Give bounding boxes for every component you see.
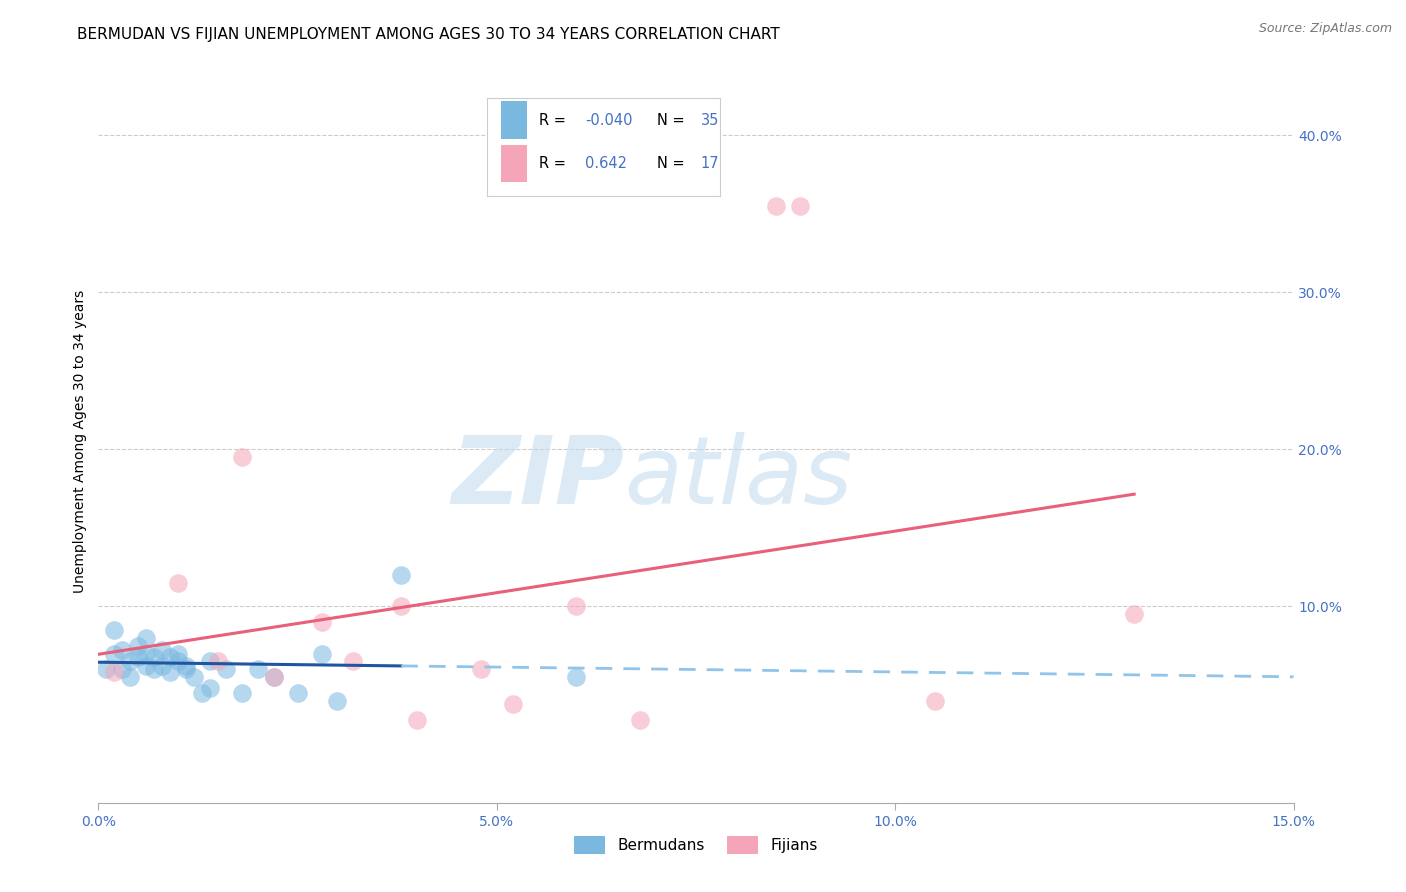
Point	[198, 681, 221, 695]
Point	[406, 713, 429, 727]
Point	[143, 649, 166, 664]
Point	[150, 659, 173, 673]
Point	[183, 670, 205, 684]
Point	[287, 686, 309, 700]
Point	[502, 697, 524, 711]
Point	[159, 665, 181, 680]
Point	[470, 662, 492, 676]
Point	[127, 649, 149, 664]
Point	[159, 649, 181, 664]
Point	[120, 670, 142, 684]
Bar	[501, 101, 527, 139]
Bar	[501, 145, 527, 182]
Point	[311, 615, 333, 630]
Point	[150, 643, 173, 657]
Point	[1123, 607, 1146, 622]
Point	[191, 686, 214, 700]
Text: N =: N =	[657, 156, 689, 171]
Point	[789, 199, 811, 213]
Point	[127, 639, 149, 653]
Point	[167, 655, 190, 669]
Text: BERMUDAN VS FIJIAN UNEMPLOYMENT AMONG AGES 30 TO 34 YEARS CORRELATION CHART: BERMUDAN VS FIJIAN UNEMPLOYMENT AMONG AG…	[77, 27, 780, 42]
Point	[167, 647, 190, 661]
Text: 0.642: 0.642	[585, 156, 627, 171]
Point	[389, 568, 412, 582]
Point	[342, 655, 364, 669]
Point	[111, 643, 134, 657]
Text: atlas: atlas	[624, 432, 852, 524]
Point	[174, 659, 197, 673]
Text: Source: ZipAtlas.com: Source: ZipAtlas.com	[1258, 22, 1392, 36]
Point	[924, 694, 946, 708]
Point	[174, 662, 197, 676]
Point	[207, 655, 229, 669]
Text: ZIP: ZIP	[451, 432, 624, 524]
Point	[389, 599, 412, 614]
Point	[111, 662, 134, 676]
Y-axis label: Unemployment Among Ages 30 to 34 years: Unemployment Among Ages 30 to 34 years	[73, 290, 87, 593]
Text: R =: R =	[540, 112, 571, 128]
Point	[215, 662, 238, 676]
Point	[565, 599, 588, 614]
Point	[143, 662, 166, 676]
Point	[263, 670, 285, 684]
Point	[96, 662, 118, 676]
Point	[103, 647, 125, 661]
Point	[263, 670, 285, 684]
Text: -0.040: -0.040	[585, 112, 633, 128]
Point	[565, 670, 588, 684]
Point	[198, 655, 221, 669]
Point	[231, 450, 253, 465]
Point	[246, 662, 269, 676]
Point	[103, 623, 125, 637]
Point	[628, 713, 651, 727]
Text: 17: 17	[700, 156, 720, 171]
Point	[135, 631, 157, 645]
Point	[135, 647, 157, 661]
Point	[311, 647, 333, 661]
Legend: Bermudans, Fijians: Bermudans, Fijians	[568, 830, 824, 860]
Point	[135, 659, 157, 673]
Point	[326, 694, 349, 708]
Point	[765, 199, 787, 213]
Text: R =: R =	[540, 156, 571, 171]
Point	[231, 686, 253, 700]
FancyBboxPatch shape	[486, 98, 720, 196]
Point	[167, 575, 190, 590]
Text: N =: N =	[657, 112, 689, 128]
Point	[103, 665, 125, 680]
Point	[120, 655, 142, 669]
Text: 35: 35	[700, 112, 718, 128]
